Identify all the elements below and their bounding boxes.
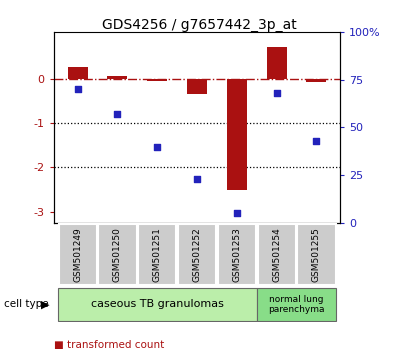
Bar	[178, 224, 216, 285]
Bar	[68, 67, 88, 79]
Bar	[218, 224, 256, 285]
Text: GSM501250: GSM501250	[113, 227, 122, 282]
Point	[154, 144, 160, 149]
Point	[273, 90, 280, 96]
Bar	[59, 224, 97, 285]
Bar	[138, 224, 176, 285]
Bar	[257, 288, 336, 321]
Text: GSM501255: GSM501255	[312, 227, 321, 282]
Text: cell type: cell type	[4, 299, 49, 309]
Bar	[147, 79, 167, 81]
Point	[234, 211, 240, 216]
Point	[194, 176, 200, 182]
Text: GSM501252: GSM501252	[193, 228, 201, 282]
Bar	[297, 224, 336, 285]
Bar	[98, 224, 137, 285]
Bar	[58, 288, 257, 321]
Text: caseous TB granulomas: caseous TB granulomas	[91, 299, 224, 309]
Point	[114, 111, 121, 117]
Point	[74, 86, 81, 92]
Bar	[227, 79, 247, 190]
Text: GSM501249: GSM501249	[73, 228, 82, 282]
Text: normal lung
parenchyma: normal lung parenchyma	[268, 295, 325, 314]
Bar	[107, 76, 127, 79]
Text: GDS4256 / g7657442_3p_at: GDS4256 / g7657442_3p_at	[101, 18, 297, 32]
Text: ▶: ▶	[41, 299, 50, 309]
Point	[313, 138, 320, 144]
Bar	[267, 47, 287, 79]
Text: GSM501254: GSM501254	[272, 228, 281, 282]
Text: GSM501251: GSM501251	[153, 227, 162, 282]
Text: ■ transformed count: ■ transformed count	[54, 340, 164, 350]
Bar	[258, 224, 296, 285]
Bar	[306, 79, 326, 82]
Bar	[187, 79, 207, 94]
Text: GSM501253: GSM501253	[232, 227, 241, 282]
